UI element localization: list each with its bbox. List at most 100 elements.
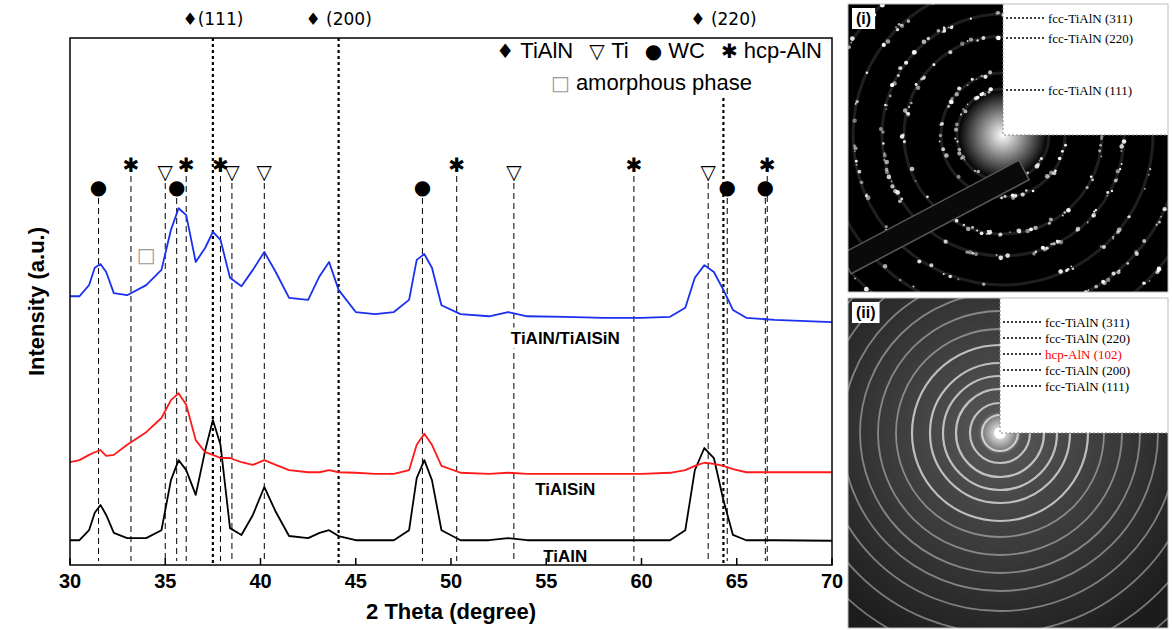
diffraction-spot	[996, 254, 998, 256]
label-patch	[532, 479, 598, 500]
x-tick	[450, 558, 452, 565]
diffraction-spot	[960, 41, 964, 45]
diffraction-spot	[949, 100, 954, 105]
diffraction-spot	[957, 278, 959, 280]
phase-marker: ▽	[257, 160, 273, 184]
phase-line	[186, 176, 187, 561]
diffraction-spot	[886, 39, 891, 44]
diffraction-spot	[885, 168, 889, 172]
diffraction-spot	[865, 194, 868, 197]
diffraction-spot	[910, 167, 915, 172]
diffraction-spot	[968, 250, 972, 254]
diffraction-spot	[1160, 216, 1162, 218]
phase-marker: ✱	[212, 153, 229, 177]
diffraction-spot	[1088, 289, 1090, 291]
diffraction-spot	[860, 180, 864, 184]
diffraction-spot	[960, 114, 962, 116]
diffraction-spot	[1067, 268, 1070, 271]
diffraction-spot	[927, 37, 930, 40]
phase-line	[767, 176, 768, 561]
diffraction-spot	[1086, 186, 1089, 189]
legend-symbol: ✱	[721, 39, 738, 63]
leader-line	[1006, 89, 1045, 91]
diffraction-spot	[904, 61, 908, 65]
diffraction-spot	[885, 160, 890, 165]
diffraction-spot	[895, 26, 897, 28]
ring-label: fcc-TiAlN (311)	[1048, 11, 1133, 26]
diffraction-spot	[866, 195, 871, 200]
diffraction-spot	[902, 133, 905, 136]
diffraction-spot	[967, 104, 969, 106]
diffraction-spot	[1058, 269, 1063, 274]
diffraction-spot	[1076, 227, 1080, 231]
phase-marker: □	[137, 243, 156, 267]
diffraction-spot	[1003, 195, 1006, 198]
diffraction-spot	[957, 151, 961, 155]
diffraction-spot	[932, 63, 935, 66]
x-tick-label: 70	[821, 570, 843, 592]
diffraction-spot	[883, 264, 887, 268]
ring-label: fcc-TiAlN (220)	[1048, 31, 1133, 46]
diffraction-spot	[999, 233, 1003, 237]
x-tick-label: 30	[59, 570, 81, 592]
diffraction-spot	[915, 83, 918, 86]
diffraction-spot	[969, 37, 973, 41]
diffraction-spot	[1066, 208, 1071, 213]
diffraction-spot	[988, 230, 993, 235]
diffraction-spot	[962, 108, 965, 111]
x-tick	[355, 558, 357, 565]
legend-symbol: ●	[645, 39, 662, 63]
x-tick-label: 45	[345, 570, 367, 592]
diffraction-spot	[1142, 282, 1145, 285]
legend-symbol: ▽	[589, 39, 605, 63]
diffraction-spot	[883, 152, 885, 154]
diffraction-spot	[882, 43, 886, 47]
legend-label: Ti	[611, 38, 629, 63]
diffraction-spot	[1032, 190, 1035, 193]
diffraction-spot	[1090, 175, 1093, 178]
diffraction-spot	[957, 86, 961, 90]
diffraction-spot	[963, 224, 966, 227]
diffraction-spot	[948, 27, 950, 29]
diffraction-spot	[1127, 216, 1129, 218]
diffraction-spot	[970, 18, 972, 20]
diffraction-spot	[952, 25, 954, 27]
diffraction-spot	[980, 231, 984, 235]
phase-line	[422, 198, 423, 561]
diffraction-spot	[920, 78, 923, 81]
phase-line	[513, 183, 514, 561]
x-tick	[831, 558, 833, 565]
diffraction-spot	[1072, 268, 1074, 270]
diffraction-spot	[1091, 178, 1094, 181]
diffraction-spot	[1106, 278, 1110, 282]
diffraction-spot	[983, 75, 987, 79]
diffraction-spot	[940, 122, 944, 126]
diffraction-spot	[908, 106, 910, 108]
diffraction-spot	[1045, 174, 1050, 179]
diffraction-spot	[857, 170, 861, 174]
x-tick	[165, 558, 167, 565]
diffraction-spot	[854, 151, 856, 153]
diffraction-ring	[848, 298, 1168, 628]
diffraction-ring	[848, 4, 1168, 292]
diffraction-spot	[960, 157, 963, 160]
x-tick	[736, 558, 738, 565]
diffraction-spot	[881, 130, 885, 134]
legend-symbol: □	[551, 71, 570, 95]
diffraction-spot	[1062, 215, 1064, 217]
phase-line	[220, 176, 221, 561]
x-tick-label: 55	[535, 570, 557, 592]
diffraction-spot	[1135, 252, 1139, 256]
ring-label: hcp-AlN (102)	[1045, 347, 1122, 362]
diffraction-spot	[1064, 144, 1067, 147]
xrd-curve	[70, 208, 832, 322]
diffraction-spot	[1122, 139, 1127, 144]
x-tick	[641, 558, 643, 565]
letter-patch	[852, 302, 880, 323]
diffraction-spot	[887, 175, 892, 180]
phase-marker: ●	[90, 175, 107, 199]
diffraction-spot	[1048, 222, 1051, 225]
diffraction-spot	[937, 29, 941, 33]
diffraction-spot	[998, 255, 1003, 260]
diffraction-spot	[1149, 280, 1151, 282]
